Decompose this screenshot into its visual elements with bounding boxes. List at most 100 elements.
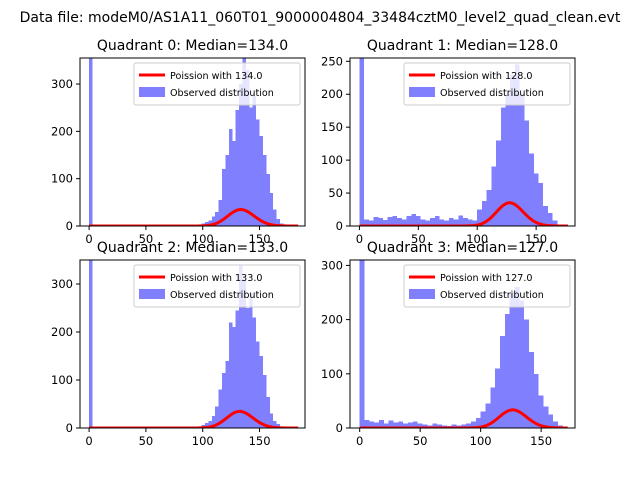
- axes-frame: [79, 259, 306, 429]
- histogram-bar: [276, 218, 280, 226]
- histogram-bar: [543, 406, 549, 428]
- histogram-bar: [477, 209, 482, 226]
- histogram-bar: [533, 373, 539, 428]
- histogram-bar: [524, 120, 530, 226]
- histogram-bar: [393, 422, 399, 428]
- histogram-bar: [509, 292, 515, 428]
- histogram-bar: [239, 264, 243, 428]
- histogram-bar: [273, 209, 277, 226]
- histogram-bar: [529, 153, 534, 226]
- histogram-bar: [382, 220, 388, 226]
- figure-title: Data file: modeM0/AS1A11_060T01_90000048…: [20, 10, 621, 26]
- quadrant-panel-3: 0 50 100 150 0 100 200 300 Quadrant 3: Median=12…: [321, 240, 576, 448]
- histogram-bar: [504, 314, 510, 428]
- x-tick-label: 0: [356, 232, 363, 246]
- histogram-bar: [208, 420, 212, 428]
- histogram-bar: [496, 140, 501, 226]
- histogram-bar: [529, 352, 534, 428]
- x-tick-label: 150: [249, 232, 271, 246]
- histogram-bar: [228, 322, 233, 428]
- histogram-bar: [552, 220, 558, 226]
- histogram-bar: [242, 279, 246, 428]
- histogram-bar: [519, 300, 525, 428]
- y-tick-label: 300: [51, 277, 73, 291]
- histogram-bar: [422, 424, 428, 428]
- histogram-bar: [228, 128, 233, 226]
- histogram-bar: [364, 419, 370, 428]
- histogram-bar: [383, 423, 389, 428]
- y-tick-label: 0: [66, 421, 73, 435]
- y-tick-label: 150: [321, 120, 343, 134]
- y-tick-label: 300: [51, 77, 73, 91]
- quadrant-panel-0: 0 50 100 150 0 100 200 300 Quadrant 0: Median=13…: [51, 38, 306, 246]
- histogram-bar: [218, 199, 223, 226]
- histogram-bar: [547, 212, 553, 226]
- histogram-bar: [472, 220, 478, 226]
- legend: Poission with 128.0 Observed distribution: [403, 62, 571, 106]
- legend-poisson-label: Poission with 128.0: [440, 71, 533, 82]
- x-tick-label: 50: [413, 434, 428, 448]
- histogram-bar: [208, 220, 212, 226]
- plot-area: [359, 260, 569, 428]
- histogram-bar: [89, 58, 93, 226]
- y-tick-label: 250: [321, 54, 343, 68]
- histogram-bar: [453, 219, 459, 226]
- y-tick-label: 0: [336, 219, 343, 233]
- plot-area: [359, 58, 569, 226]
- histogram-bar: [245, 69, 250, 226]
- panel-title: Quadrant 1: Median=128.0: [367, 38, 558, 54]
- legend-observed-label: Observed distribution: [170, 88, 274, 99]
- histogram-bar: [211, 216, 216, 226]
- x-tick-label: 150: [530, 434, 552, 448]
- histogram-bar: [490, 387, 496, 428]
- x-tick-label: 100: [192, 232, 214, 246]
- histogram-bar: [548, 414, 554, 428]
- histogram-bar: [262, 375, 267, 428]
- histogram-bar: [434, 216, 440, 226]
- histogram-bar: [415, 216, 421, 226]
- histogram-bar: [461, 424, 467, 428]
- histogram-bar: [538, 395, 544, 428]
- histogram-bar: [252, 317, 257, 428]
- histogram-bar: [259, 136, 263, 226]
- y-tick-label: 200: [321, 87, 343, 101]
- legend: Poission with 127.0 Observed distribution: [403, 264, 571, 308]
- histogram-bar: [491, 166, 497, 226]
- histogram-bar: [538, 183, 544, 226]
- histogram-bar: [467, 219, 473, 226]
- legend-observed-swatch: [139, 87, 165, 97]
- histogram-bar: [256, 119, 260, 226]
- histogram-bar: [205, 423, 209, 428]
- histogram-bar: [269, 413, 274, 428]
- histogram-bar: [266, 173, 270, 226]
- histogram-bar: [359, 58, 365, 226]
- histogram-bar: [411, 214, 416, 226]
- histogram-bar: [425, 220, 431, 226]
- histogram-bar: [374, 422, 380, 428]
- histogram-bar: [533, 173, 539, 226]
- x-tick-label: 150: [525, 232, 547, 246]
- histogram-bar: [397, 218, 402, 226]
- histogram-bar: [235, 110, 240, 226]
- histogram-bar: [505, 94, 511, 226]
- histogram-bar: [412, 421, 418, 428]
- histogram-bar: [379, 419, 384, 428]
- y-tick-label: 300: [321, 258, 343, 272]
- histogram-bar: [215, 406, 219, 428]
- histogram-bar: [439, 219, 445, 226]
- legend-observed-label: Observed distribution: [440, 290, 544, 301]
- histogram-bar: [249, 293, 253, 428]
- x-tick-label: 50: [139, 434, 154, 448]
- histogram-bar: [249, 107, 253, 226]
- histogram-bar: [225, 360, 229, 428]
- legend-box: [403, 62, 571, 106]
- histogram-bar: [514, 64, 520, 226]
- histogram-bar: [466, 423, 471, 428]
- histogram-bar: [500, 335, 505, 428]
- legend-observed-swatch: [409, 289, 435, 299]
- histogram-bar: [276, 424, 280, 428]
- histogram-bar: [553, 421, 559, 428]
- y-tick-label: 100: [51, 373, 73, 387]
- histogram-bar: [420, 219, 426, 226]
- x-tick-label: 100: [192, 434, 214, 448]
